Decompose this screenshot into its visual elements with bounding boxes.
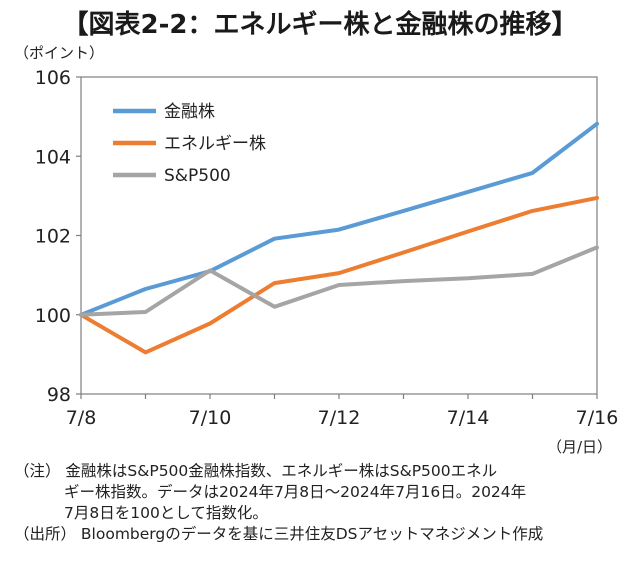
note-line-2: ギー株指数。データは2024年7月8日～2024年7月16日。2024年 (64, 483, 527, 501)
y-tick-label: 106 (35, 67, 71, 89)
y-axis-unit: （ポイント） (14, 44, 104, 62)
x-tick-label: 7/16 (576, 407, 619, 429)
series-line (79, 121, 599, 317)
source-line: （出所） Bloombergのデータを基に三井住友DSアセットマネジメント作成 (14, 525, 544, 543)
series-layer (79, 121, 599, 355)
y-tick-label: 98 (47, 384, 71, 406)
x-tick-label: 7/14 (447, 407, 490, 429)
chart: 【図表2-2：エネルギー株と金融株の推移】 （ポイント） （月/日） 98 100… (14, 9, 619, 456)
y-tick-label: 102 (35, 226, 71, 248)
plot-area: 98 100 102 104 106 7/8 7/10 7/12 7/14 7/16 (35, 67, 619, 429)
y-tick-label: 100 (35, 305, 71, 327)
x-tick-label: 7/10 (189, 407, 232, 429)
series-line (79, 245, 599, 317)
notes: （注） 金融株はS&P500金融株指数、エネルギー株はS&P500エネル ギー株… (14, 461, 634, 545)
series-line (79, 195, 599, 355)
legend-label: エネルギー株 (164, 134, 266, 154)
legend-label: S&P500 (164, 166, 231, 186)
legend-label: 金融株 (164, 102, 215, 122)
x-axis-unit: （月/日） (547, 438, 612, 456)
y-tick-label: 104 (35, 146, 71, 168)
x-tick-label: 7/12 (318, 407, 361, 429)
chart-title: 【図表2-2：エネルギー株と金融株の推移】 (63, 9, 578, 40)
note-line-3: 7月8日を100として指数化。 (64, 504, 268, 522)
x-tick-label: 7/8 (66, 407, 97, 429)
note-line-1: （注） 金融株はS&P500金融株指数、エネルギー株はS&P500エネル (14, 462, 498, 480)
